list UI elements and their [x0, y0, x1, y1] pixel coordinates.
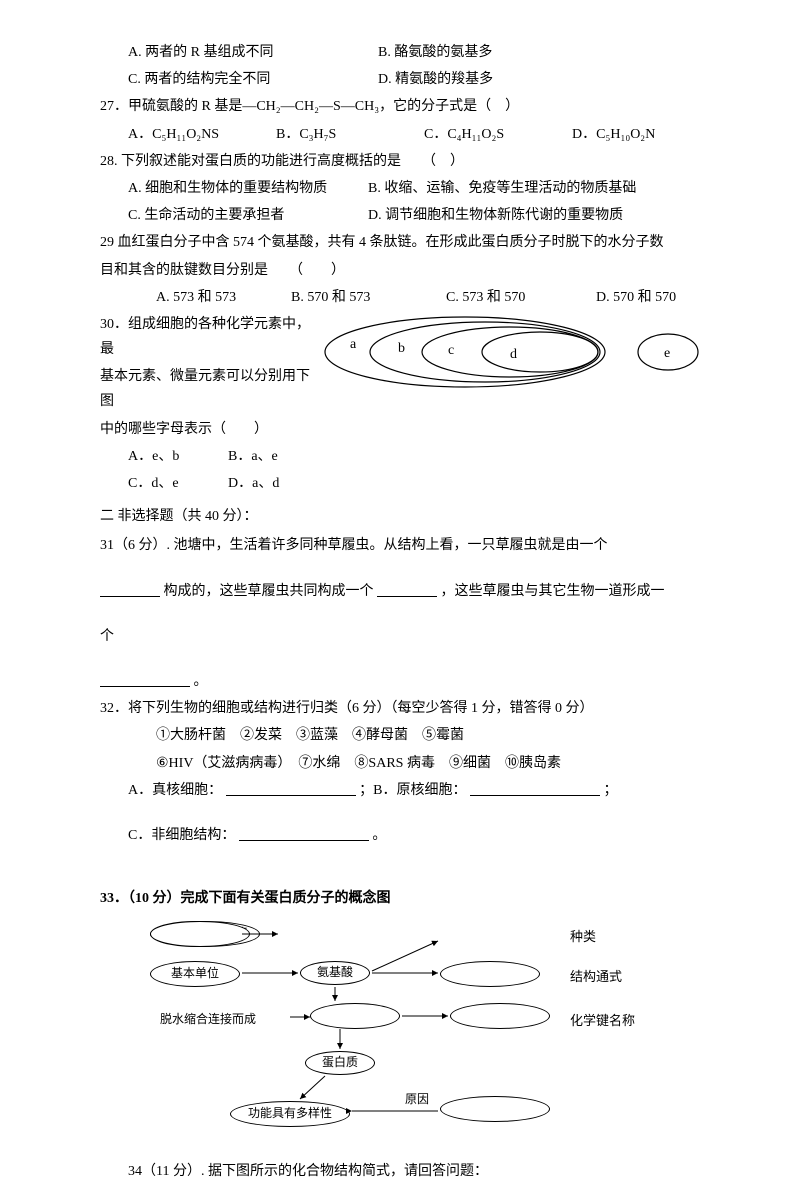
node-blank5[interactable]	[440, 1096, 550, 1122]
q30-text: 30．组成细胞的各种化学元素中，最 基本元素、微量元素可以分别用下图 中的哪些字…	[100, 312, 310, 496]
node-protein: 蛋白质	[305, 1051, 375, 1075]
node-blank4[interactable]	[450, 1003, 550, 1029]
venn-label-c: c	[448, 343, 454, 358]
q29-stem1: 29 血红蛋白分子中含 574 个氨基酸，共有 4 条肽链。在形成此蛋白质分子时…	[100, 230, 720, 255]
section2-heading: 二 非选择题（共 40 分）：	[100, 504, 720, 529]
q26-opt-d: D. 精氨酸的羧基多	[378, 67, 493, 92]
q30-stem3: 中的哪些字母表示（ ）	[100, 417, 310, 442]
node-amino: 氨基酸	[300, 961, 370, 985]
venn-label-b: b	[398, 341, 405, 356]
q27-opt-b: B．C₃H₇S	[276, 122, 424, 147]
q26-opt-a: A. 两者的 R 基组成不同	[128, 40, 378, 65]
q32-partb-label: ；B．原核细胞：	[359, 783, 466, 798]
q28-opt-b: B. 收缩、运输、免疫等生理活动的物质基础	[368, 176, 636, 201]
q32-partc: C．非细胞结构： 。	[100, 823, 720, 848]
q32-partc-end: 。	[372, 828, 386, 843]
q28-opt-a: A. 细胞和生物体的重要结构物质	[128, 176, 368, 201]
q31-line1: 31（6 分）. 池塘中，生活着许多同种草履虫。从结构上看，一只草履虫就是由一个	[100, 533, 720, 558]
q31-blank1[interactable]	[100, 581, 160, 597]
q28-row1: A. 细胞和生物体的重要结构物质 B. 收缩、运输、免疫等生理活动的物质基础	[100, 176, 720, 201]
q27-options: A．C₅H₁₁O₂NS B．C₃H₇S C．C₄H₁₁O₂S D．C₅H₁₀O₂…	[100, 122, 720, 147]
node-basic: 基本单位	[150, 961, 240, 987]
q27-opt-c: C．C₄H₁₁O₂S	[424, 122, 572, 147]
q31-text2a: 构成的，这些草履虫共同构成一个	[164, 584, 374, 599]
q31-blank2[interactable]	[377, 581, 437, 597]
venn-label-d: d	[510, 347, 517, 362]
rlabel-bond: 化学键名称	[570, 1009, 635, 1032]
node-diverse: 功能具有多样性	[230, 1101, 350, 1127]
node-blank2[interactable]	[440, 961, 540, 987]
venn-diagram: a b c d e	[320, 312, 740, 392]
q31-line4: 。	[100, 669, 720, 694]
venn-label-e: e	[664, 346, 670, 361]
q30-row1: A．e、b B．a、e	[100, 444, 310, 469]
q32-blank-b[interactable]	[470, 780, 600, 796]
q29-opt-d: D. 570 和 570	[596, 285, 676, 310]
q26-opt-b: B. 酪氨酸的氨基多	[378, 40, 492, 65]
q29-opt-a: A. 573 和 573	[156, 285, 291, 310]
q30-stem2: 基本元素、微量元素可以分别用下图	[100, 364, 310, 414]
q32-stem: 32．将下列生物的细胞或结构进行归类（6 分）（每空少答得 1 分，错答得 0 …	[100, 696, 720, 721]
q26-row2: C. 两者的结构完全不同 D. 精氨酸的羧基多	[100, 67, 720, 92]
q29-opt-b: B. 570 和 573	[291, 285, 446, 310]
node-blank3[interactable]	[310, 1003, 400, 1029]
q32-items: ①大肠杆菌 ②发菜 ③蓝藻 ④酵母菌 ⑤霉菌	[100, 723, 720, 748]
q30-wrap: 30．组成细胞的各种化学元素中，最 基本元素、微量元素可以分别用下图 中的哪些字…	[100, 312, 720, 496]
q30-opt-b: B．a、e	[228, 444, 278, 469]
node-dehydr: 脱水缩合连接而成	[160, 1009, 256, 1031]
q31-text4: 。	[194, 674, 208, 689]
q32-blank-c[interactable]	[239, 825, 369, 841]
q32-partb-end: ；	[603, 783, 617, 798]
q32-parta-label: A．真核细胞：	[128, 783, 222, 798]
q32-items2: ⑥HIV（艾滋病病毒） ⑦水绵 ⑧SARS 病毒 ⑨细菌 ⑩胰岛素	[100, 751, 720, 776]
q33-stem: 33．（10 分）完成下面有关蛋白质分子的概念图	[100, 886, 720, 911]
q32-blank-a[interactable]	[226, 780, 356, 796]
q27-opt-a: A．C₅H₁₁O₂NS	[128, 122, 276, 147]
q30-stem1: 30．组成细胞的各种化学元素中，最	[100, 312, 310, 362]
q28-opt-c: C. 生命活动的主要承担者	[128, 203, 368, 228]
q28-row2: C. 生命活动的主要承担者 D. 调节细胞和生物体新陈代谢的重要物质	[100, 203, 720, 228]
q27-opt-d: D．C₅H₁₀O₂N	[572, 122, 720, 147]
q32-partc-label: C．非细胞结构：	[128, 828, 235, 843]
q29-options: A. 573 和 573 B. 570 和 573 C. 573 和 570 D…	[100, 285, 720, 310]
q34-stem: 34（11 分）. 据下图所示的化合物结构简式，请回答问题：	[100, 1159, 720, 1184]
q30-row2: C．d、e D．a、d	[100, 471, 310, 496]
q28-opt-d: D. 调节细胞和生物体新陈代谢的重要物质	[368, 203, 623, 228]
q28-stem: 28. 下列叙述能对蛋白质的功能进行高度概括的是 （ ）	[100, 149, 720, 174]
q31-text2b: ，这些草履虫与其它生物一道形成一	[441, 584, 665, 599]
q31-blank3[interactable]	[100, 671, 190, 687]
q32-partab: A．真核细胞： ；B．原核细胞： ；	[100, 778, 720, 803]
q30-opt-d: D．a、d	[228, 471, 279, 496]
venn-label-a: a	[350, 337, 357, 352]
q29-stem2: 目和其含的肽键数目分别是 （ ）	[100, 258, 720, 283]
q29-opt-c: C. 573 和 570	[446, 285, 596, 310]
q26-row1: A. 两者的 R 基组成不同 B. 酪氨酸的氨基多	[100, 40, 720, 65]
q31-line3: 个	[100, 624, 720, 649]
q30-opt-a: A．e、b	[128, 444, 228, 469]
q31-line2: 构成的，这些草履虫共同构成一个 ，这些草履虫与其它生物一道形成一	[100, 579, 720, 604]
rlabel-kind: 种类	[570, 925, 596, 948]
rlabel-formula: 结构通式	[570, 965, 622, 988]
q27-stem: 27．甲硫氨酸的 R 基是—CH₂—CH₂—S—CH₃，它的分子式是（ ）	[100, 94, 720, 119]
concept-map: 元素组成 C、H、O、N 等 种类 基本单位 氨基酸 结构通式 脱水缩合连接而成…	[150, 921, 670, 1141]
q26-opt-c: C. 两者的结构完全不同	[128, 67, 378, 92]
q30-opt-c: C．d、e	[128, 471, 228, 496]
label-reason: 原因	[405, 1089, 429, 1111]
